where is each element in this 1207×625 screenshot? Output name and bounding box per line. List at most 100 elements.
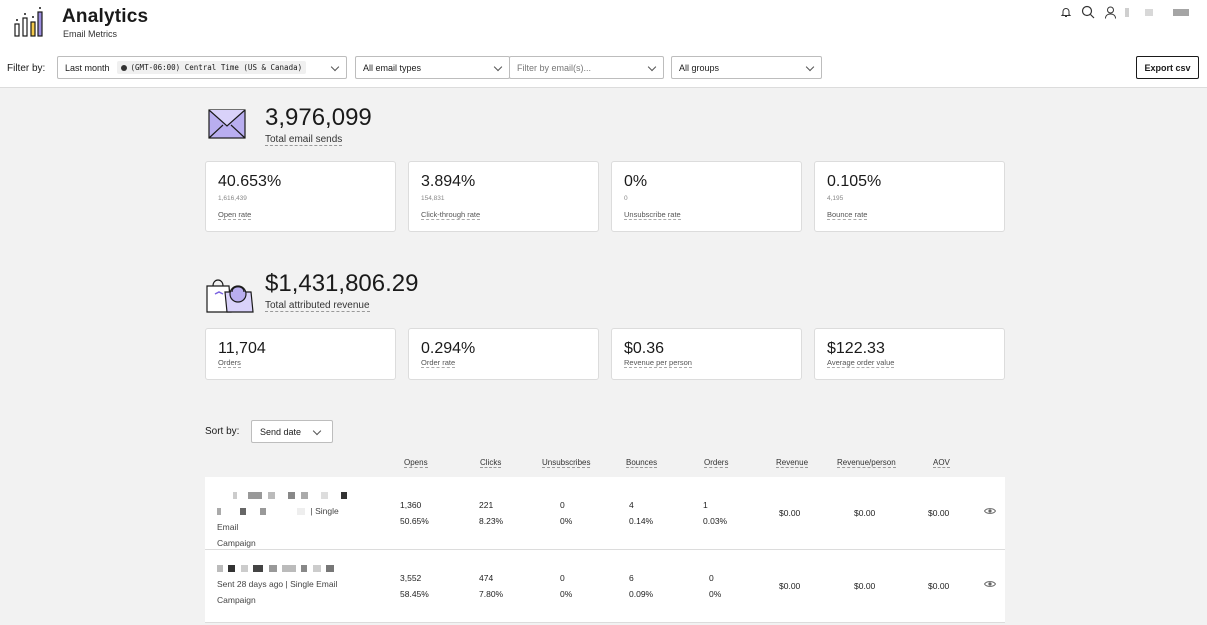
campaign-name[interactable]: | Single Email Campaign — [217, 487, 357, 551]
orders-count: 0 — [709, 573, 714, 583]
open-rate-value: 40.653% — [218, 173, 282, 190]
revenue-cell: $0.00 — [779, 508, 801, 518]
analytics-logo-icon — [14, 7, 43, 37]
total-attributed-revenue: $1,431,806.29 — [265, 270, 419, 297]
open-rate-card: 40.653% 1,616,439 Open rate — [205, 161, 396, 232]
export-csv-button[interactable]: Export csv — [1136, 56, 1199, 79]
click-through-rate-value: 3.894% — [421, 173, 476, 190]
shopping-bags-icon — [206, 279, 254, 313]
bounces-rate: 0.09% — [629, 589, 654, 599]
open-rate-label: Open rate — [218, 210, 252, 220]
redacted-block — [320, 492, 328, 500]
click-through-rate-card: 3.894% 154,831 Click-through rate — [408, 161, 599, 232]
top-bar: Analytics Email Metrics Filter by: Last … — [0, 0, 1207, 88]
orders-cell: 0 0% — [709, 570, 721, 602]
date-range-value: Last month — [65, 62, 110, 73]
unsubscribes-count: 0 — [560, 500, 565, 510]
user-icon[interactable] — [1103, 5, 1117, 19]
campaign-title-redacted — [217, 487, 357, 503]
orders-rate: 0% — [709, 589, 722, 599]
campaign-name[interactable]: Sent 28 days ago | Single Email Campaign — [217, 560, 357, 608]
clicks-cell: 221 8.23% — [479, 497, 503, 529]
groups-value: All groups — [679, 62, 720, 73]
redacted-block — [312, 565, 321, 573]
date-range-select[interactable]: Last month (GMT-06:00) Central Time (US … — [57, 56, 347, 79]
bounce-rate-value: 0.105% — [827, 173, 882, 190]
opens-cell: 3,552 58.45% — [400, 570, 429, 602]
table-row[interactable]: Sent 28 days ago | Single Email Campaign… — [205, 550, 1005, 623]
email-type-select[interactable]: All email types — [355, 56, 510, 79]
opens-rate: 58.45% — [400, 589, 429, 599]
total-email-sends: 3,976,099 — [265, 104, 372, 131]
email-filter-placeholder: Filter by email(s)... — [517, 62, 592, 73]
column-header-clicks[interactable]: Clicks — [480, 458, 502, 468]
redacted-block — [281, 565, 296, 573]
bounces-count: 4 — [629, 500, 634, 510]
total-attributed-revenue-label: Total attributed revenue — [265, 300, 370, 312]
column-header-opens[interactable]: Opens — [404, 458, 428, 468]
unsubscribe-rate-card: 0% 0 Unsubscribe rate — [611, 161, 802, 232]
eye-icon[interactable] — [984, 580, 996, 588]
eye-icon[interactable] — [984, 507, 996, 515]
chevron-down-icon — [330, 62, 340, 72]
redacted-block — [326, 565, 334, 573]
orders-count: 1 — [703, 500, 708, 510]
redacted-block — [267, 492, 275, 500]
column-header-bounces[interactable]: Bounces — [626, 458, 658, 468]
orders-card: 11,704 Orders — [205, 328, 396, 380]
average-order-value-label: Average order value — [827, 358, 895, 368]
column-header-revenue[interactable]: Revenue — [776, 458, 809, 468]
sort-select[interactable]: Send date — [251, 420, 333, 443]
opens-count: 1,360 — [400, 500, 422, 510]
chevron-down-icon — [312, 426, 322, 436]
redacted-block — [217, 508, 221, 516]
column-header-orders[interactable]: Orders — [704, 458, 729, 468]
open-count: 1,616,439 — [218, 195, 247, 202]
column-header-revenue-per-person[interactable]: Revenue/person — [837, 458, 896, 468]
column-header-unsubscribes[interactable]: Unsubscribes — [542, 458, 591, 468]
redacted-block — [233, 492, 237, 500]
clicks-cell: 474 7.80% — [479, 570, 503, 602]
app-subtitle: Email Metrics — [63, 29, 118, 39]
revenue-per-person-cell: $0.00 — [854, 581, 876, 591]
revenue-per-person-label: Revenue per person — [624, 358, 692, 368]
timezone-value: (GMT-06:00) Central Time (US & Canada) — [130, 63, 303, 72]
bounces-cell: 6 0.09% — [629, 570, 653, 602]
campaign-meta-line2: Campaign — [217, 538, 256, 548]
search-icon[interactable] — [1081, 5, 1095, 19]
unsubscribes-rate: 0% — [560, 589, 573, 599]
opens-count: 3,552 — [400, 573, 422, 583]
sort-label: Sort by: — [205, 426, 240, 437]
redacted-block — [297, 508, 306, 516]
chevron-down-icon — [647, 62, 657, 72]
bell-icon[interactable] — [1059, 5, 1073, 19]
sort-value: Send date — [260, 426, 302, 437]
aov-cell: $0.00 — [928, 581, 950, 591]
email-filter-input[interactable]: Filter by email(s)... — [509, 56, 664, 79]
table-row[interactable]: | Single Email Campaign 1,360 50.65% 221… — [205, 477, 1005, 550]
unsubscribes-rate: 0% — [560, 516, 573, 526]
chevron-down-icon — [805, 62, 815, 72]
revenue-per-person-value: $0.36 — [624, 340, 665, 357]
account-menu-redacted[interactable] — [1173, 8, 1189, 16]
email-type-value: All email types — [363, 62, 422, 73]
aov-cell: $0.00 — [928, 508, 950, 518]
column-header-aov[interactable]: AOV — [933, 458, 950, 468]
account-name-redacted — [1125, 7, 1129, 17]
groups-select[interactable]: All groups — [671, 56, 822, 79]
filter-label: Filter by: — [7, 63, 46, 74]
unsubscribe-count: 0 — [624, 195, 628, 202]
campaign-meta: Sent 28 days ago | Single Email — [217, 579, 338, 589]
clicks-rate: 8.23% — [479, 516, 504, 526]
clicks-rate: 7.80% — [479, 589, 504, 599]
redacted-block — [240, 508, 247, 516]
campaign-meta: | Single Email — [217, 503, 357, 535]
revenue-per-person-cell: $0.00 — [854, 508, 876, 518]
unsubscribes-cell: 0 0% — [560, 497, 572, 529]
bounce-rate-label: Bounce rate — [827, 210, 868, 220]
campaign-title-redacted — [217, 560, 357, 576]
header-actions — [1059, 5, 1189, 19]
unsubscribes-cell: 0 0% — [560, 570, 572, 602]
redacted-block — [300, 492, 308, 500]
bounce-rate-card: 0.105% 4,195 Bounce rate — [814, 161, 1005, 232]
